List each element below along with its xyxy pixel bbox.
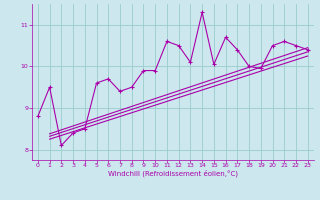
X-axis label: Windchill (Refroidissement éolien,°C): Windchill (Refroidissement éolien,°C) xyxy=(108,170,238,177)
